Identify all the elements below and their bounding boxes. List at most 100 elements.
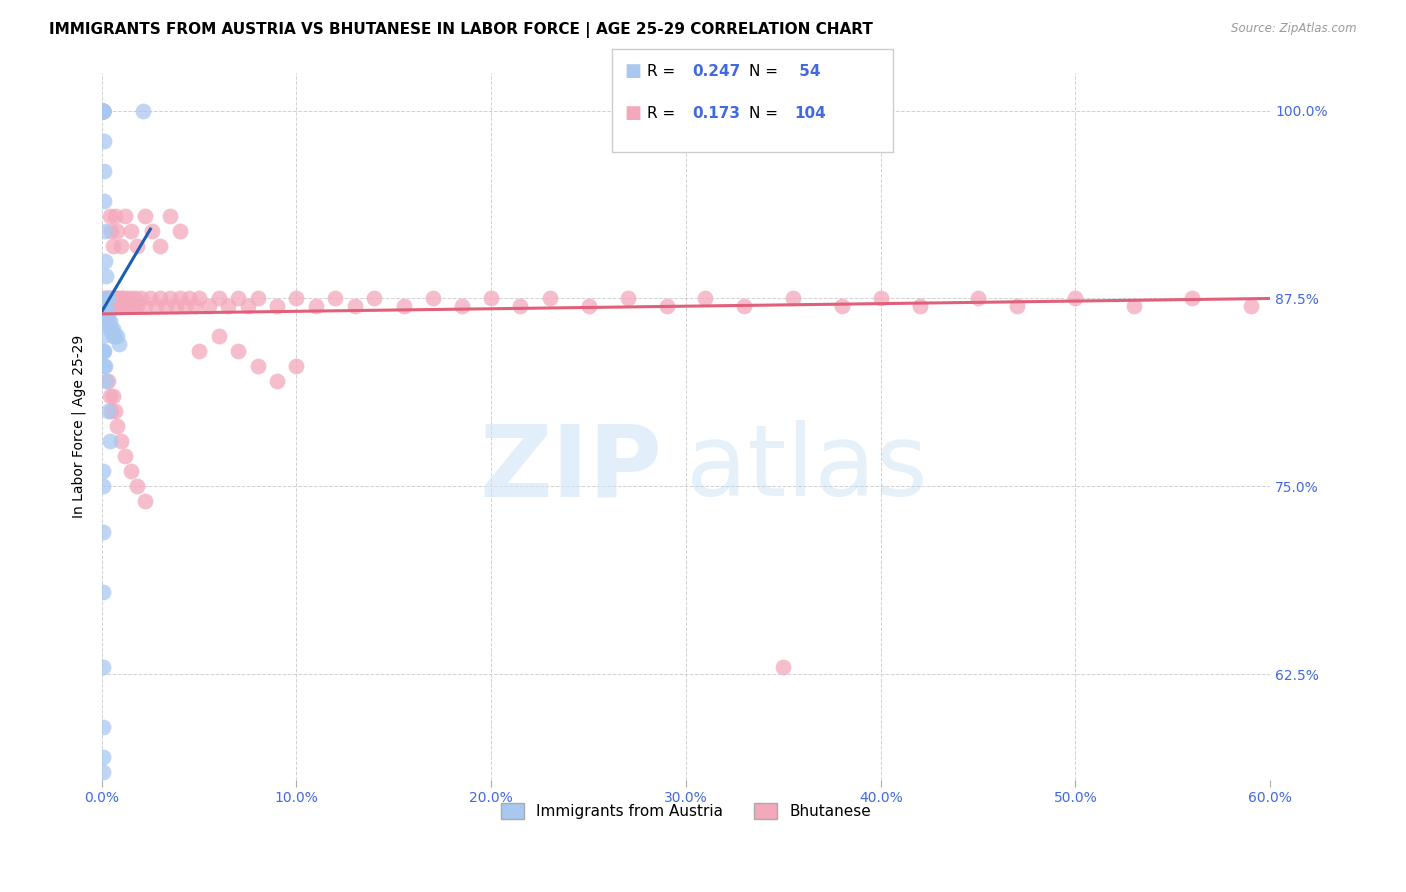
Text: ■: ■ [624,104,641,122]
Point [110,239,132,253]
Point [94,299,117,313]
Text: ■: ■ [624,62,641,80]
Point [207,329,229,343]
Point [93,292,115,306]
Point [392,299,415,313]
Point [159,209,181,223]
Point [655,299,678,313]
Point [120,292,142,306]
Point [93,224,115,238]
Point [831,299,853,313]
Point [98,292,121,306]
Point [105,224,128,238]
Point [91,103,114,118]
Point [125,299,148,313]
Point [134,299,156,313]
Point [100,321,122,335]
Point [100,292,122,306]
Point [91,103,114,118]
Point [91,329,114,343]
Point [616,292,638,306]
Point [91,524,114,539]
Point [104,292,127,306]
Point [198,299,221,313]
Text: 104: 104 [794,106,827,120]
Text: R =: R = [647,64,681,78]
Point [104,209,127,223]
Point [103,389,125,403]
Point [246,359,269,373]
Point [104,299,127,313]
Point [110,292,132,306]
Point [325,292,347,306]
Point [96,374,118,388]
Point [169,292,191,306]
Point [159,292,181,306]
Point [93,359,115,373]
Point [100,224,122,238]
Point [149,292,172,306]
Point [118,299,141,313]
Point [98,321,121,335]
Point [105,419,128,434]
Text: N =: N = [749,64,783,78]
Point [131,103,153,118]
Point [91,299,114,313]
Point [96,404,118,418]
Point [91,103,114,118]
Point [145,299,167,313]
Text: Source: ZipAtlas.com: Source: ZipAtlas.com [1232,22,1357,36]
Point [141,224,163,238]
Text: R =: R = [647,106,681,120]
Point [91,344,114,359]
Point [100,404,122,418]
Point [91,314,114,328]
Point [91,584,114,599]
Point [246,292,269,306]
Point [91,660,114,674]
Point [538,292,561,306]
Point [91,103,114,118]
Point [98,299,121,313]
Point [94,268,117,283]
Point [733,299,755,313]
Point [91,103,114,118]
Point [91,103,114,118]
Point [125,479,148,493]
Point [782,292,804,306]
Point [1240,299,1263,313]
Point [93,134,115,148]
Point [149,239,172,253]
Point [1181,292,1204,306]
Point [108,292,131,306]
Point [91,464,114,478]
Point [103,299,125,313]
Point [91,103,114,118]
Point [285,292,308,306]
Point [91,479,114,493]
Point [188,292,211,306]
Point [93,359,115,373]
Point [266,374,288,388]
Point [94,299,117,313]
Point [188,344,211,359]
Point [184,299,207,313]
Point [98,434,121,449]
Point [967,292,990,306]
Point [869,292,891,306]
Point [124,292,146,306]
Point [110,434,132,449]
Point [134,209,156,223]
Point [103,321,125,335]
Point [125,239,148,253]
Point [98,209,121,223]
Point [509,299,531,313]
Point [305,299,328,313]
Point [108,299,131,313]
Point [772,660,794,674]
Point [96,306,118,320]
Point [226,344,249,359]
Text: 0.247: 0.247 [692,64,740,78]
Point [93,194,115,208]
Point [91,750,114,764]
